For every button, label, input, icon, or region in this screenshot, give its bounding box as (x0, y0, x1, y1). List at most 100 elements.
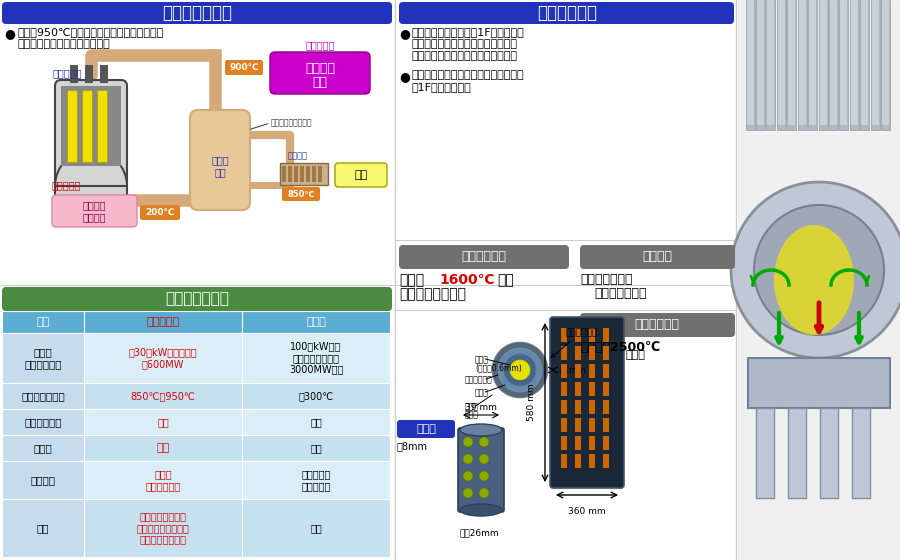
FancyBboxPatch shape (580, 245, 735, 269)
Bar (589, 364, 595, 378)
Text: ●: ● (399, 27, 410, 40)
Text: 与轻水堆的区别: 与轻水堆的区别 (165, 292, 229, 306)
Bar (561, 454, 567, 468)
Ellipse shape (460, 424, 502, 436)
Bar (288, 166, 292, 182)
Bar (575, 382, 581, 396)
Circle shape (479, 437, 489, 447)
Bar (778, 0, 785, 125)
Text: 900℃: 900℃ (230, 63, 259, 72)
Bar (85, 65, 93, 83)
Bar (603, 328, 609, 342)
Text: 燃料芯: 燃料芯 (475, 355, 489, 364)
Bar (2, 333, 84, 383)
Text: 约300℃: 约300℃ (299, 391, 334, 401)
Bar (766, 0, 775, 130)
Text: 反应堆出口温度: 反应堆出口温度 (21, 391, 65, 401)
Circle shape (498, 348, 542, 392)
Text: 39 mm: 39 mm (465, 403, 497, 412)
Bar (788, 0, 795, 125)
Text: 850℃～950℃: 850℃～950℃ (130, 391, 195, 401)
Bar (589, 382, 595, 396)
Text: ●: ● (4, 27, 15, 40)
Bar (561, 328, 567, 342)
Wedge shape (55, 150, 127, 186)
Bar (603, 364, 609, 378)
Bar (809, 0, 816, 125)
Text: 陶瓷制
包覆燃料颗粒: 陶瓷制 包覆燃料颗粒 (146, 469, 181, 491)
Text: 制氢: 制氢 (312, 76, 328, 88)
Bar (788, 408, 806, 498)
Bar (2, 311, 84, 333)
Bar (575, 436, 581, 450)
Text: 包覆燃料颗粒: 包覆燃料颗粒 (551, 328, 598, 357)
Circle shape (479, 454, 489, 464)
Bar (787, 0, 796, 130)
Bar (747, 0, 754, 125)
Bar (861, 0, 868, 125)
Bar (589, 400, 595, 414)
Text: (直径约0.6mm): (直径约0.6mm) (475, 363, 522, 372)
Text: 燃气轮机: 燃气轮机 (288, 151, 308, 160)
Text: 电输出
（热量输出）: 电输出 （热量输出） (24, 347, 62, 369)
Text: 高温气冷堆: 高温气冷堆 (147, 317, 180, 327)
Bar (2, 435, 84, 461)
Text: 多样化的热利用: 多样化的热利用 (162, 4, 232, 22)
Text: 氦气: 氦气 (158, 417, 169, 427)
Bar (850, 0, 859, 130)
Bar (748, 358, 890, 408)
Bar (242, 499, 390, 557)
Bar (603, 346, 609, 360)
Text: 轻水: 轻水 (310, 443, 322, 453)
Bar (575, 328, 581, 342)
Bar (2, 499, 84, 557)
FancyBboxPatch shape (225, 60, 263, 75)
Bar (830, 0, 837, 125)
Ellipse shape (460, 504, 502, 516)
Bar (561, 346, 567, 360)
Text: 直径26mm: 直径26mm (460, 528, 500, 537)
Text: 高密度热解碳: 高密度热解碳 (465, 375, 493, 384)
Text: 即使在: 即使在 (399, 273, 424, 287)
Bar (2, 383, 84, 409)
Bar (820, 408, 838, 498)
Bar (84, 383, 242, 409)
Circle shape (731, 182, 900, 358)
Bar (575, 364, 581, 378)
Text: 高温下也很稳定: 高温下也很稳定 (580, 273, 633, 286)
Text: 约1mm: 约1mm (560, 366, 587, 375)
Text: 能封存放射性物质: 能封存放射性物质 (399, 287, 466, 301)
Circle shape (463, 437, 473, 447)
Text: 陶瓷包覆燃料: 陶瓷包覆燃料 (462, 250, 507, 264)
Text: 耐热温度2500℃: 耐热温度2500℃ (580, 341, 660, 354)
Bar (840, 0, 847, 125)
Bar (70, 65, 78, 83)
FancyBboxPatch shape (55, 80, 127, 210)
Text: 可提供950℃的高温热量，可实现诸如制氢、: 可提供950℃的高温热量，可实现诸如制氢、 (17, 27, 163, 37)
Text: 与1F相同的事故。: 与1F相同的事故。 (412, 82, 472, 92)
Text: 氦冷却剂: 氦冷却剂 (642, 250, 672, 264)
Text: 燃料盒: 燃料盒 (416, 424, 436, 434)
Bar (575, 400, 581, 414)
Text: 减速剂: 减速剂 (33, 443, 52, 453)
Text: 100万kW以上
（以大型为主流）
3000MW以上: 100万kW以上 （以大型为主流） 3000MW以上 (289, 342, 343, 375)
Text: 金属包覆管
（锆合金）: 金属包覆管 （锆合金） (302, 469, 330, 491)
Bar (561, 382, 567, 396)
Text: 燃料类型: 燃料类型 (31, 475, 56, 485)
Circle shape (479, 471, 489, 481)
FancyBboxPatch shape (397, 420, 455, 438)
Bar (603, 436, 609, 450)
Bar (871, 0, 880, 130)
Bar (561, 436, 567, 450)
FancyBboxPatch shape (190, 110, 250, 210)
Text: 高温热利用: 高温热利用 (305, 40, 335, 50)
Bar (756, 0, 765, 130)
FancyBboxPatch shape (399, 245, 569, 269)
Bar (242, 383, 390, 409)
Text: 石墨: 石墨 (157, 443, 169, 453)
Circle shape (479, 488, 489, 498)
Bar (61, 86, 121, 166)
Bar (767, 0, 774, 125)
Text: 认识到了轻水堆的风险（堆芯熔毁、: 认识到了轻水堆的风险（堆芯熔毁、 (412, 39, 518, 49)
Bar (312, 166, 316, 182)
